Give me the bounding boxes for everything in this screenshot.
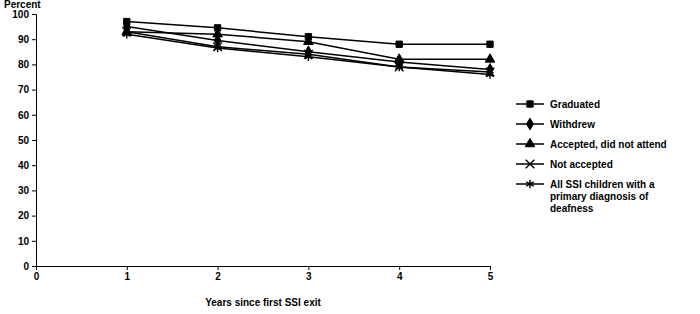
y-tick-mark [32, 216, 36, 217]
y-tick: 70 [18, 84, 36, 95]
y-tick-label: 100 [12, 9, 29, 20]
legend-label: Not accepted [550, 159, 613, 170]
series-marker [394, 54, 404, 62]
y-tick: 0 [23, 261, 36, 272]
y-tick-label: 50 [18, 135, 30, 146]
x-tick: 4 [397, 266, 403, 282]
y-tick-mark [32, 115, 36, 116]
x-tick-label: 1 [125, 271, 131, 282]
x-tick: 2 [215, 266, 221, 282]
y-tick: 20 [18, 210, 36, 221]
y-tick-label: 20 [18, 210, 30, 221]
y-tick: 100 [12, 9, 36, 20]
y-tick: 80 [18, 59, 36, 70]
legend-item: Withdrew [516, 118, 595, 130]
x-axis-line [37, 267, 491, 271]
y-tick-mark [32, 140, 36, 141]
legend-item: Accepted, did not attend [516, 138, 667, 150]
y-tick-mark [32, 165, 36, 166]
y-tick-mark [32, 241, 36, 242]
y-axis-title: Percent [4, 0, 41, 10]
y-tick: 30 [18, 185, 36, 196]
series-marker [305, 53, 312, 61]
series-marker [396, 63, 403, 71]
x-axis: 0 1 2 3 4 5 [34, 266, 494, 282]
x-tick-mark [218, 266, 219, 270]
legend-label: Withdrew [550, 119, 595, 130]
series-marker [487, 41, 493, 47]
legend-marker [525, 138, 535, 146]
y-tick-label: 10 [18, 236, 30, 247]
x-tick: 3 [306, 266, 312, 282]
x-tick: 0 [34, 266, 40, 282]
y-tick: 10 [18, 236, 36, 247]
x-tick: 1 [125, 266, 131, 282]
legend-marker [527, 118, 534, 130]
series-marker [486, 70, 493, 78]
series-marker [213, 29, 223, 37]
chart: 0 10 20 30 40 50 60 70 80 90 100 0 1 2 3 4 5 Percent Years… [0, 0, 700, 314]
x-tick-label: 3 [306, 271, 312, 282]
y-tick-mark [32, 64, 36, 65]
y-tick: 50 [18, 135, 36, 146]
x-tick-mark [36, 266, 37, 270]
legend-marker [526, 160, 535, 169]
x-tick-mark [490, 266, 491, 270]
y-tick-mark [32, 190, 36, 191]
legend-label: Accepted, did not attend [550, 139, 667, 150]
legend-marker [527, 101, 533, 107]
x-tick-label: 0 [34, 271, 40, 282]
x-tick-label: 5 [488, 271, 494, 282]
x-tick-label: 4 [397, 271, 403, 282]
y-tick-label: 30 [18, 185, 30, 196]
x-tick-label: 2 [215, 271, 221, 282]
x-tick-mark [399, 266, 400, 270]
data-area [122, 18, 495, 78]
y-tick-label: 70 [18, 84, 30, 95]
legend: Graduated Withdrew Accepted, did not atten… [516, 99, 667, 214]
y-tick: 90 [18, 34, 36, 45]
y-tick-mark [32, 90, 36, 91]
series-marker [123, 30, 130, 38]
y-tick-label: 40 [18, 160, 30, 171]
y-axis: 0 10 20 30 40 50 60 70 80 90 100 [12, 9, 36, 272]
series-line [127, 34, 490, 74]
x-tick-mark [308, 266, 309, 270]
y-tick: 60 [18, 110, 36, 121]
legend-marker [526, 180, 533, 188]
legend-label: Graduated [550, 99, 600, 110]
y-tick-label: 90 [18, 34, 30, 45]
y-axis-line [32, 15, 37, 267]
y-tick-label: 80 [18, 59, 30, 70]
x-axis-title: Years since first SSI exit [205, 297, 321, 308]
series-marker [304, 36, 314, 44]
y-tick-label: 60 [18, 110, 30, 121]
y-tick-mark [32, 266, 36, 267]
plot: 0 10 20 30 40 50 60 70 80 90 100 0 1 2 3 4 5 [12, 9, 494, 282]
y-tick-label: 0 [23, 261, 29, 272]
legend-label: All SSI children with aprimary diagnosis… [550, 179, 655, 214]
series-marker [214, 44, 221, 52]
x-tick-mark [127, 266, 128, 270]
y-tick-mark [32, 14, 36, 15]
y-tick-mark [32, 39, 36, 40]
x-tick: 5 [488, 266, 494, 282]
series-line [127, 32, 490, 72]
legend-item: Graduated [516, 99, 600, 110]
y-tick: 40 [18, 160, 36, 171]
series-marker [396, 41, 402, 47]
legend-item: Not accepted [516, 159, 613, 170]
series-line [127, 27, 490, 70]
series-marker [485, 54, 495, 62]
legend-item: All SSI children with aprimary diagnosis… [516, 179, 655, 214]
